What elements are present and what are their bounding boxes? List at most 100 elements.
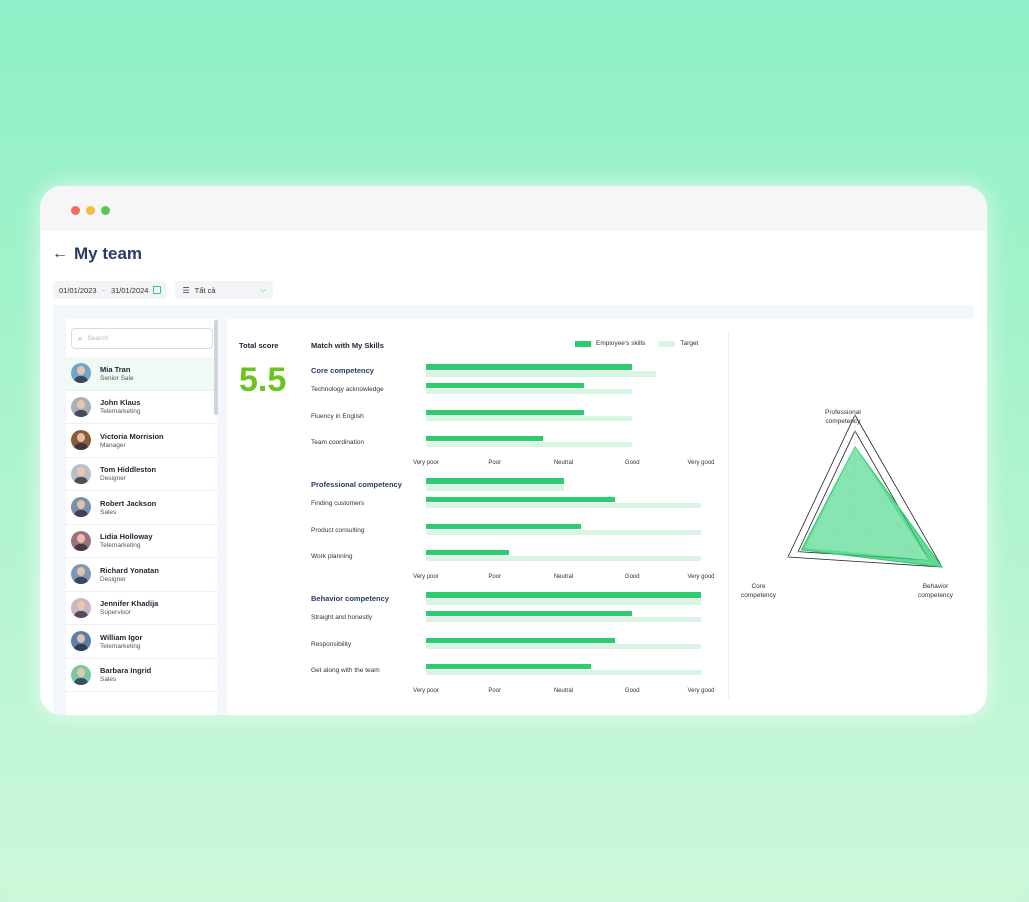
scale-tick-label: Poor [488, 574, 502, 580]
radar-label-behavior-2: competency [918, 591, 954, 599]
employee-info: Jennifer Khadija Supervisor [100, 599, 158, 616]
close-window-dot[interactable] [71, 206, 80, 215]
skill-employee-bar [426, 497, 616, 502]
radar-label-behavior-1: Behavior [922, 583, 949, 590]
maximize-window-dot[interactable] [101, 206, 110, 215]
employee-name: Lidia Holloway [100, 532, 153, 542]
radar-label-behavior: Behavior competency [918, 583, 953, 601]
employee-list-item[interactable]: Mia Tran Senior Sale [66, 357, 217, 391]
skill-target-bar [426, 503, 701, 508]
employee-list-item[interactable]: Victoria Morrision Manager [66, 424, 217, 458]
avatar [71, 664, 91, 685]
avatar [71, 463, 91, 484]
avatar [71, 597, 91, 618]
employee-role: Designer [100, 575, 127, 583]
skill-label: Product consulting [311, 526, 365, 534]
employee-info: Barbara Ingrid Sales [100, 666, 151, 683]
employee-info: Mia Tran Senior Sale [100, 365, 134, 382]
employee-name: Jennifer Khadija [100, 599, 159, 609]
total-score-value: 5.5 [239, 361, 287, 399]
search-input[interactable]: ⌕ Search [71, 328, 213, 349]
scale-tick-label: Neutral [553, 460, 574, 466]
radar-target-area [804, 446, 930, 561]
skill-target-bar [426, 389, 633, 394]
avatar [71, 363, 91, 384]
scale-tick-label: Good [624, 574, 640, 580]
employee-role: Senior Sale [100, 374, 134, 382]
skill-employee-bar [426, 523, 581, 529]
employee-list-item[interactable]: Robert Jackson Sales [66, 491, 217, 525]
legend-employee-swatch [575, 340, 591, 347]
page-title: My team [74, 244, 143, 263]
scale-tick-label: Good [624, 460, 640, 466]
employee-list-item[interactable]: Tom Hiddleston Designer [66, 458, 217, 491]
employee-role: Manager [100, 441, 126, 449]
employee-role: Telemarketing [100, 542, 141, 550]
status-select[interactable]: ☰ Tất cả ⌵ [175, 281, 274, 299]
employee-role: Sales [100, 508, 117, 516]
radar-label-core: Core competency [741, 583, 776, 601]
chart-legend: Employee's skills Target [575, 340, 698, 347]
total-score-label: Total score [239, 341, 279, 350]
employee-info: Tom Hiddleston Designer [100, 465, 156, 482]
filter-bar: 01/01/2023 ~ 31/01/2024 ☰ Tất cả ⌵ [53, 281, 274, 299]
date-range-picker[interactable]: 01/01/2023 ~ 31/01/2024 [53, 281, 168, 299]
legend-target: Target [659, 340, 698, 347]
employee-list-item[interactable]: John Klaus Telemarketing [66, 391, 217, 424]
employee-list: Mia Tran Senior Sale John Klaus Telemarketi… [66, 357, 217, 692]
list-icon: ☰ [182, 285, 190, 295]
avatar [71, 530, 91, 551]
scale-tick-label: Very poor [413, 688, 439, 694]
employee-name: William Igor [100, 632, 143, 642]
employee-role: Telemarketing [100, 408, 141, 416]
skill-label: Work planning [311, 553, 353, 560]
group-target-bar [426, 371, 657, 377]
window-titlebar [40, 186, 987, 231]
group-employee-bar [426, 364, 633, 370]
radar-chart [740, 401, 970, 586]
group-title: Behavior competency [311, 594, 389, 603]
employee-name: Robert Jackson [100, 498, 157, 508]
employee-info: William Igor Telemarketing [100, 633, 142, 650]
scale-tick-label: Good [624, 688, 640, 694]
employee-name: Mia Tran [100, 364, 131, 374]
skill-target-bar [426, 415, 633, 421]
minimize-window-dot[interactable] [86, 206, 95, 215]
skill-target-bar [426, 617, 701, 622]
employee-list-scrollbar[interactable] [214, 320, 218, 415]
skill-target-bar [426, 529, 701, 535]
employee-list-item[interactable]: Lidia Holloway Telemarketing [66, 525, 217, 558]
skill-employee-bar [426, 637, 616, 643]
employee-list-item[interactable]: Jennifer Khadija Supervisor [66, 592, 217, 625]
radar-label-core-2: competency [741, 591, 777, 599]
skill-label: Team coordination [311, 439, 365, 446]
employee-list-item[interactable]: William Igor Telemarketing [66, 625, 217, 659]
employee-list-item[interactable]: Richard Yonatan Designer [66, 558, 217, 592]
scale-tick-label: Very poor [413, 460, 439, 466]
employee-role: Designer [100, 475, 127, 483]
skill-label: Responsibility [311, 640, 352, 648]
employee-list-item[interactable]: Barbara Ingrid Sales [66, 659, 217, 692]
employee-info: Victoria Morrision Manager [100, 432, 164, 449]
skill-employee-bar [426, 436, 543, 441]
radar-label-professional-1: Professional [825, 409, 861, 416]
group-target-bar [426, 485, 564, 491]
employee-name: Richard Yonatan [100, 565, 159, 575]
radar-label-core-1: Core [751, 583, 766, 590]
group-employee-bar [426, 592, 701, 598]
radar-grid-ring [787, 414, 943, 568]
radar-svg [787, 414, 944, 568]
avatar [71, 631, 91, 652]
arrow-left-icon[interactable]: ← [52, 245, 68, 262]
legend-target-label: Target [680, 340, 699, 347]
employee-role: Supervisor [100, 609, 132, 617]
employee-info: Robert Jackson Sales [100, 499, 156, 516]
employee-name: Victoria Morrision [100, 431, 164, 441]
scale-tick-label: Poor [488, 688, 502, 694]
legend-employee: Employee's skills [575, 340, 645, 347]
search-icon: ⌕ [78, 333, 83, 343]
scale-tick-label: Neutral [553, 574, 574, 580]
skill-target-bar [426, 556, 701, 561]
avatar [71, 430, 91, 451]
skill-employee-bar [426, 409, 585, 415]
